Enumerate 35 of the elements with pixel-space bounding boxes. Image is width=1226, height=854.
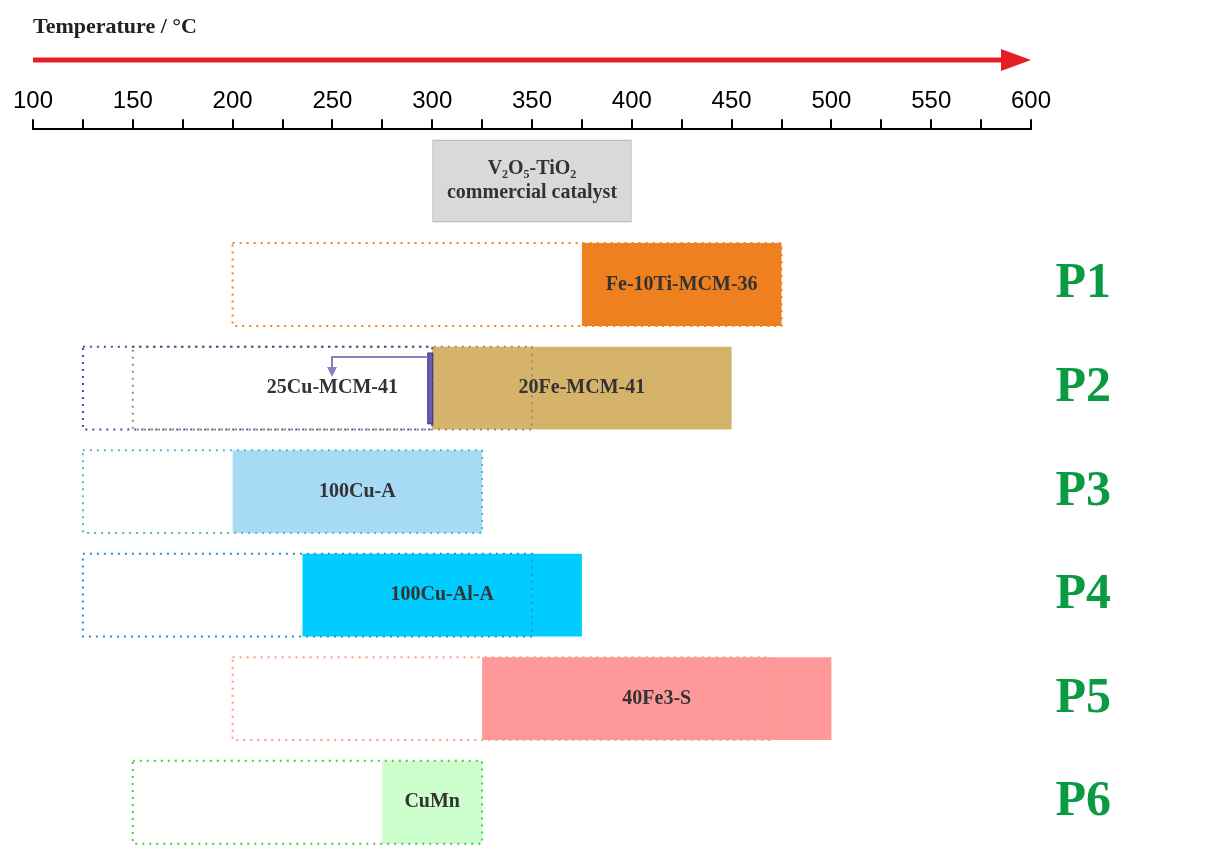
bar	[302, 553, 582, 637]
x-tick-label: 550	[911, 86, 952, 114]
annotation: 20Fe-MCM-41	[518, 375, 646, 398]
x-tick-label: 350	[511, 86, 553, 114]
bar	[382, 760, 483, 844]
x-tick-label: 150	[112, 86, 153, 114]
x-axis-title: Temperature / °C	[33, 12, 198, 38]
annotation: V₂O₅-TiO₂ commercial catalyst	[446, 156, 618, 204]
annotation: 25Cu-MCM-41	[266, 375, 398, 398]
bar	[81, 449, 484, 535]
annotation: 100Cu-A	[319, 478, 397, 501]
y-tick-label: P1	[1055, 252, 1111, 309]
bar	[131, 759, 484, 845]
x-tick-label: 200	[212, 86, 253, 114]
x-tick-label: 100	[12, 86, 54, 114]
x-tick-label: 400	[611, 86, 652, 114]
annotation: CuMn	[404, 789, 460, 812]
y-tick-label: P4	[1055, 563, 1111, 620]
bar	[81, 345, 434, 431]
y-tick-label: P3	[1055, 459, 1111, 516]
annotation: 100Cu-Al-A	[390, 582, 495, 605]
x-tick-label: 500	[811, 86, 852, 114]
bar	[482, 657, 832, 741]
x-tick-label: 600	[1010, 86, 1052, 114]
bar	[81, 552, 533, 638]
annotation: Fe-10Ti-MCM-36	[605, 271, 758, 294]
x-tick-label: 250	[312, 86, 353, 114]
annotation: 40Fe3-S	[622, 685, 692, 708]
bar	[232, 450, 483, 534]
y-tick-label: P2	[1055, 355, 1111, 412]
bar	[231, 656, 773, 742]
y-tick-label: P6	[1055, 770, 1111, 827]
x-tick-label: 450	[711, 86, 752, 114]
y-tick-label: P5	[1055, 666, 1111, 723]
x-tick-label: 300	[412, 86, 453, 114]
